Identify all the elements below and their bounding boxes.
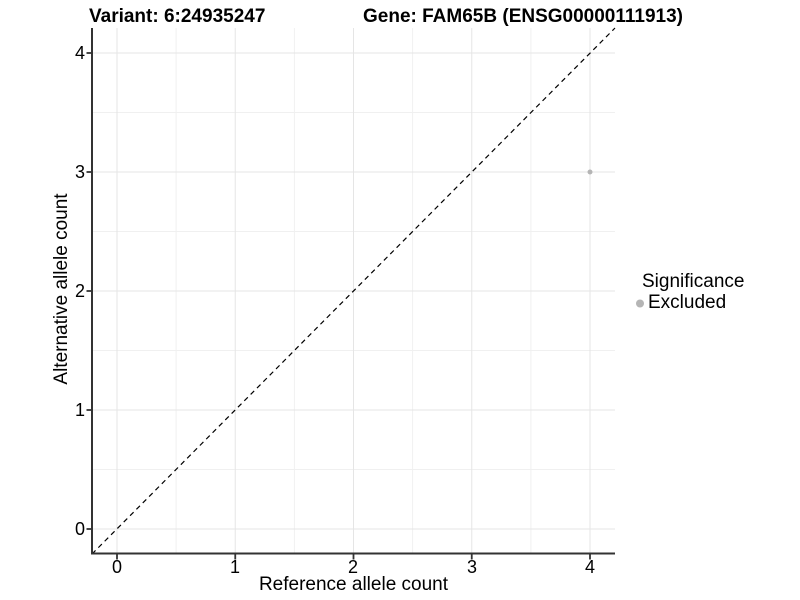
data-points-layer	[587, 169, 593, 175]
x-tick-label-4: 4	[584, 557, 595, 577]
x-tick-label-3: 3	[466, 557, 477, 577]
y-tick-label-1: 1	[74, 400, 85, 420]
identity-dashed-line	[91, 27, 616, 555]
legend-item-excluded: Excluded	[632, 293, 744, 313]
legend-dot-icon	[636, 299, 644, 308]
legend-point-icon	[636, 299, 644, 308]
gene-title: Gene: FAM65B (ENSG00000111913)	[363, 6, 684, 27]
legend: Significance Excluded	[632, 271, 744, 313]
major-gridlines	[92, 28, 615, 554]
y-tick-label-3: 3	[74, 162, 85, 182]
y-tick-label-0: 0	[74, 519, 85, 539]
x-tick-label-0: 0	[111, 557, 122, 577]
tick-marks	[86, 52, 591, 560]
legend-key	[632, 294, 648, 312]
y-tick-label-2: 2	[74, 281, 85, 301]
x-tick-label-2: 2	[347, 557, 358, 577]
data-point	[587, 169, 593, 175]
y-tick-label-4: 4	[74, 43, 85, 63]
legend-item-label: Excluded	[648, 292, 727, 313]
x-tick-label-1: 1	[229, 557, 240, 577]
legend-title: Significance	[642, 271, 745, 292]
x-axis-title: Reference allele count	[258, 574, 449, 595]
y-axis-title: Alternative allele count	[51, 193, 72, 385]
variant-title: Variant: 6:24935247	[89, 6, 266, 27]
